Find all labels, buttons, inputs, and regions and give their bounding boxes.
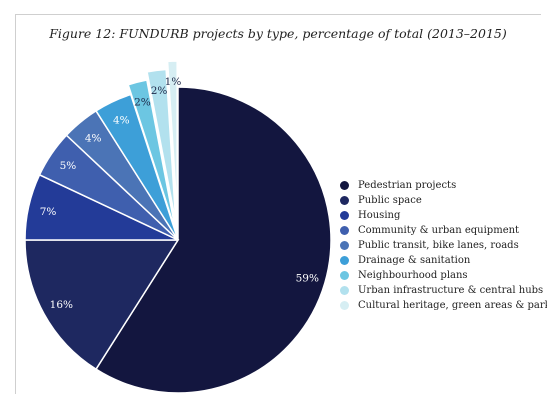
- pie-slice: [166, 60, 178, 215]
- legend-item: Neighbourhood plans: [340, 268, 545, 283]
- legend-item: Community & urban equipment: [340, 223, 545, 238]
- chart-legend: Pedestrian projects Public space Housing Co…: [340, 178, 547, 313]
- legend-swatch: [340, 226, 349, 235]
- top-rule: [15, 14, 541, 15]
- slice-label: 4%: [85, 132, 102, 144]
- pie-slice: [146, 68, 177, 223]
- slice-label: 7%: [40, 206, 57, 218]
- legend-item: Public space: [340, 193, 545, 208]
- legend-swatch: [340, 256, 349, 265]
- legend-label: Neighbourhood plans: [358, 270, 468, 281]
- legend-label: Housing: [358, 210, 401, 221]
- legend-item: Pedestrian projects: [340, 178, 545, 193]
- legend-swatch: [340, 211, 349, 220]
- slice-label: 5%: [60, 160, 77, 172]
- pie-slice: [24, 239, 180, 371]
- pie-slice: [94, 86, 332, 394]
- legend-swatch: [340, 286, 349, 295]
- legend-label: Community & urban equipment: [358, 225, 520, 236]
- legend-swatch: [340, 301, 349, 310]
- legend-label: Pedestrian projects: [358, 180, 457, 191]
- slice-label: 2%: [151, 85, 168, 97]
- pie-slice: [127, 79, 177, 231]
- legend-item: Drainage & sanitation: [340, 253, 545, 268]
- legend-label: Cultural heritage, green areas & parks: [358, 300, 547, 311]
- legend-swatch: [340, 181, 349, 190]
- legend-item: Housing: [340, 208, 545, 223]
- chart-title: Figure 12: FUNDURB projects by type, per…: [49, 26, 507, 41]
- left-rule: [15, 14, 16, 394]
- slice-label: 1%: [165, 76, 182, 88]
- legend-swatch: [340, 241, 349, 250]
- slice-label: 2%: [134, 96, 151, 108]
- legend-label: Public space: [358, 195, 422, 206]
- legend-label: Drainage & sanitation: [358, 255, 471, 266]
- slice-label: 16%: [50, 299, 73, 311]
- legend-item: Cultural heritage, green areas & parks: [340, 298, 547, 313]
- legend-swatch: [340, 271, 349, 280]
- legend-item: Urban infrastructure & central hubs: [340, 283, 545, 298]
- legend-label: Urban infrastructure & central hubs: [358, 285, 544, 296]
- legend-label: Public transit, bike lanes, roads: [358, 240, 519, 251]
- legend-item: Public transit, bike lanes, roads: [340, 238, 545, 253]
- slice-label: 4%: [113, 115, 130, 127]
- legend-swatch: [340, 196, 349, 205]
- slice-label: 59%: [296, 273, 319, 285]
